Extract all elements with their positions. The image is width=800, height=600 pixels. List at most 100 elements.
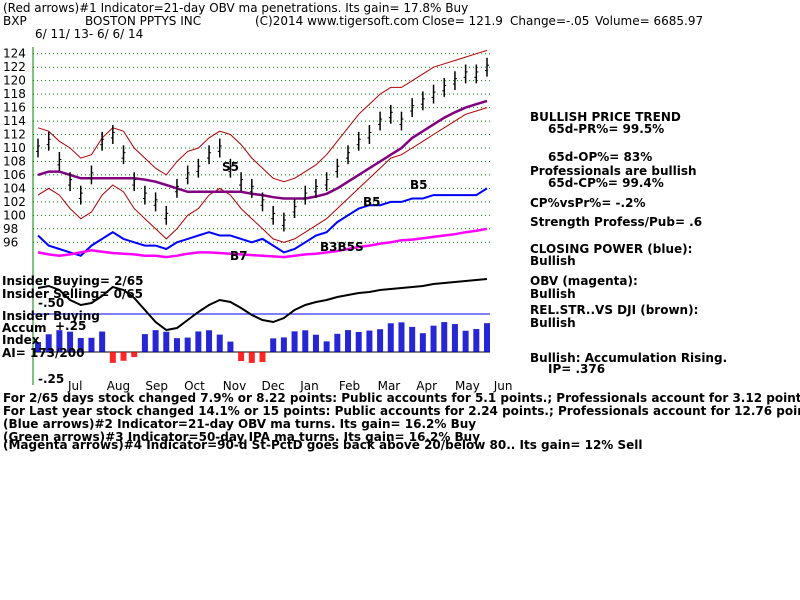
accum-bar xyxy=(184,337,191,352)
x-tick-label: Jan xyxy=(299,379,319,393)
accum-bar xyxy=(409,326,416,352)
accum-label: Accum xyxy=(2,321,47,335)
y-tick-label: 108 xyxy=(3,154,26,168)
date-range: 6/ 11/ 13- 6/ 6/ 14 xyxy=(35,27,144,41)
accum-bar xyxy=(152,330,159,352)
footer-line-5: (Magenta arrows)#4 Indicator=90-d St-Pct… xyxy=(3,438,643,452)
accum-bar xyxy=(56,330,63,352)
y-tick-label: 122 xyxy=(3,60,26,74)
ip-value: IP= .376 xyxy=(548,362,606,376)
professionals-status: Professionals are bullish xyxy=(530,164,697,178)
relstr-title: REL.STR..VS DJI (brown): xyxy=(530,303,699,317)
accum-bar xyxy=(484,323,490,352)
x-tick-label: May xyxy=(455,379,480,393)
y-tick-label: 98 xyxy=(3,222,18,236)
accum-bar xyxy=(291,331,298,352)
signal-s5: S5 xyxy=(222,160,239,174)
accum-bar xyxy=(280,337,287,352)
accum-bar xyxy=(195,331,202,352)
change-value: Change=-.05 xyxy=(510,14,590,28)
footer-line-1: For 2/65 days stock changed 7.9% or 8.22… xyxy=(3,391,800,405)
insider-buying-label: Insider Buying xyxy=(2,309,100,323)
y-tick-label: 106 xyxy=(3,168,26,182)
accum-bar xyxy=(77,337,84,352)
accum-bar xyxy=(441,322,448,352)
close-value: Close= 121.9 xyxy=(422,14,503,28)
y-tick-label: 96 xyxy=(3,235,18,249)
index-label: Index xyxy=(2,333,40,347)
accum-bar xyxy=(99,331,106,352)
y-tick-label: 104 xyxy=(3,181,26,195)
signal-overlap: B3B5S xyxy=(320,240,364,254)
y-tick-label: 110 xyxy=(3,141,26,155)
y-tick-label: 124 xyxy=(3,47,26,61)
signal-b5-b: B5 xyxy=(410,178,428,192)
pr-value: 65d-PR%= 99.5% xyxy=(548,122,665,136)
y-tick-label: 120 xyxy=(3,74,26,88)
upper-band-line xyxy=(37,49,488,183)
y-tick-label: 114 xyxy=(3,114,26,128)
accum-bar xyxy=(312,334,319,352)
closing-power-title: CLOSING POWER (blue): xyxy=(530,242,693,256)
accum-bar xyxy=(248,352,255,363)
label-plus-25: +.25 xyxy=(55,319,87,333)
x-axis-month-labels: Jul Aug Sep Oct Nov Dec Jan Feb Mar Apr May Jun xyxy=(67,379,512,393)
footer-line-3: (Blue arrows)#2 Indicator=21-day OBV ma … xyxy=(3,417,477,431)
accum-bar xyxy=(451,324,458,352)
accum-bar xyxy=(387,323,394,352)
insider-selling: Insider Selling= 0/65 xyxy=(2,287,144,301)
accum-bar xyxy=(334,333,341,352)
op-value: 65d-OP%= 83% xyxy=(548,150,653,164)
accum-bar xyxy=(270,338,277,352)
company-name: BOSTON PPTYS INC xyxy=(85,14,202,28)
x-tick-label: Jun xyxy=(493,379,513,393)
accum-bar xyxy=(35,342,41,352)
accum-bar xyxy=(173,338,180,352)
obv-status: Bullish xyxy=(530,287,576,301)
ai-value: AI= 173/200 xyxy=(2,346,85,360)
y-tick-label: 118 xyxy=(3,87,26,101)
x-tick-label: Nov xyxy=(223,379,246,393)
label-minus-50: -.50 xyxy=(38,296,65,310)
cp-value: 65d-CP%= 99.4% xyxy=(548,176,664,190)
cp-vs-pr: CP%vsPr%= -.2% xyxy=(530,196,646,210)
accum-bar xyxy=(419,333,426,352)
x-tick-label: Dec xyxy=(262,379,285,393)
chart-grid xyxy=(32,47,490,385)
accum-bar xyxy=(398,322,405,352)
accum-bar xyxy=(45,334,52,352)
y-axis-tick-labels: 9698100102104106108110112114116118120122… xyxy=(3,47,26,250)
accum-bar xyxy=(377,329,384,352)
y-tick-label: 116 xyxy=(3,101,26,115)
copyright: (C)2014 www.tigersoft.com xyxy=(255,14,419,28)
trend-title: BULLISH PRICE TREND xyxy=(530,110,681,124)
ticker: BXP xyxy=(3,14,27,28)
accum-bar xyxy=(109,352,116,363)
accum-bar xyxy=(473,329,480,352)
footer-line-2: For Last year stock changed 14.1% or 15 … xyxy=(3,404,800,418)
x-tick-label: Aug xyxy=(107,379,130,393)
x-tick-label: Feb xyxy=(339,379,360,393)
accum-bar xyxy=(163,331,170,352)
indicator1-line: (Red arrows)#1 Indicator=21-day OBV ma p… xyxy=(3,1,469,15)
y-tick-label: 100 xyxy=(3,208,26,222)
closing-power-status: Bullish xyxy=(530,254,576,268)
x-tick-label: Mar xyxy=(378,379,401,393)
obv-title: OBV (magenta): xyxy=(530,274,638,288)
chart-series xyxy=(36,49,489,259)
volume-value: Volume= 6685.97 xyxy=(595,14,704,28)
accum-bar xyxy=(216,334,223,352)
accum-bar xyxy=(120,352,127,361)
accum-bar xyxy=(430,325,437,352)
x-tick-label: Oct xyxy=(184,379,205,393)
accum-bar xyxy=(366,330,373,352)
x-tick-label: Sep xyxy=(145,379,168,393)
y-tick-label: 102 xyxy=(3,195,26,209)
accum-bar xyxy=(345,330,352,352)
accum-bar xyxy=(88,337,95,352)
relative-strength-line xyxy=(37,278,488,332)
accum-bar xyxy=(67,331,74,352)
insider-buying: Insider Buying= 2/65 xyxy=(2,274,144,288)
accum-bar xyxy=(462,330,469,352)
